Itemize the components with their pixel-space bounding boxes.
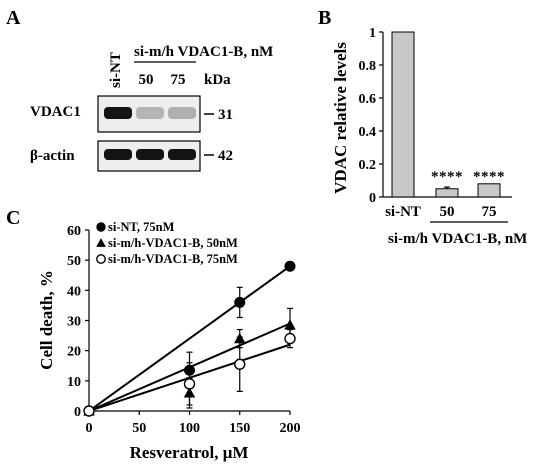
panel-c: C Cell death, % Resveratrol, μM 0 10 20 30 4… [6,207,301,462]
legend-marker-2 [96,254,106,264]
scatter-y-axis-title: Cell death, % [37,270,56,370]
panel-a: A si-NT si-m/h VDAC1-B, nM 50 75 kDa VDA… [6,7,273,172]
scatter-y-tick-label: 50 [67,254,81,269]
point-2-1 [183,378,196,390]
panel-b-letter: B [318,7,331,29]
legend-marker-1 [96,238,106,247]
blot-label-beta-actin: β-actin [30,148,75,164]
scatter-y-tick-label: 30 [67,315,81,330]
bar-category-label: 50 [440,204,455,220]
bar-group-label: si-m/h VDAC1-B, nM [388,231,527,247]
scatter-marks [83,260,296,417]
point-2-3 [284,332,296,345]
bar-y-tick-label: 0.6 [359,92,377,107]
fit-line-0 [88,265,291,412]
scatter-y-tick-label: 10 [67,375,81,390]
legend-label-1: si-m/h-VDAC1-B, 50nM [108,236,238,250]
group-header: si-m/h VDAC1-B, nM [134,44,273,60]
bar-y-tick-label: 0 [369,191,376,206]
bar-1 [435,188,459,198]
bar-2 [477,183,501,198]
scatter-x-tick-label: 50 [132,421,146,436]
panel-b: B VDAC relative levels 0 0.2 0.4 0.6 0.8 1 si-… [318,7,527,247]
point-2-0 [83,405,95,417]
bar-y-tick-label: 0.8 [359,59,377,74]
lane-label-75: 75 [171,72,186,88]
point-1-3 [284,319,296,330]
scatter-x-tick-label: 200 [280,421,301,436]
bands-beta-actin [104,149,196,160]
point-1-1 [183,387,196,398]
bands-vdac1 [104,107,196,119]
bar-category-label: si-NT [385,204,421,220]
bar-category-label: 75 [482,204,497,220]
panel-c-letter: C [6,207,20,229]
band-0-1 [136,107,164,119]
band-1-0 [104,149,132,160]
blot-label-vdac1: VDAC1 [30,104,81,120]
bar-marks [391,31,501,198]
point-0-3 [284,260,296,272]
point-2-2 [234,358,246,370]
point-0-1 [184,364,195,376]
band-1-2 [168,149,196,160]
band-0-0 [104,107,132,119]
scatter-x-tick-label: 150 [229,421,250,436]
point-0-2 [234,296,246,308]
scatter-y-tick-label: 40 [67,284,81,299]
legend-marker-0 [96,222,106,232]
bar-y-tick-label: 0.2 [359,158,377,173]
legend-label-0: si-NT, 75nM [108,220,175,234]
marker-31: 31 [218,107,233,123]
marker-42: 42 [218,148,233,164]
band-1-1 [136,149,164,160]
scatter-y-tick-label: 0 [74,405,81,420]
scatter-x-tick-label: 100 [179,421,200,436]
scatter-x-axis-title: Resveratrol, μM [130,443,249,462]
bar-y-tick-label: 1 [369,26,376,41]
legend-label-2: si-m/h-VDAC1-B, 75nM [108,252,238,266]
significance-50: **** [431,169,463,185]
scatter-y-tick-label: 20 [67,345,81,360]
scatter-x-tick-label: 0 [86,421,93,436]
bar-0 [391,31,415,198]
bar-y-tick-label: 0.4 [359,125,377,140]
scatter-y-tick-label: 60 [67,224,81,239]
panel-a-letter: A [6,7,21,29]
scatter-axes: 0 10 20 30 40 50 60 0 50 100 150 200 [67,224,301,436]
bar-y-axis-title: VDAC relative levels [331,42,350,194]
scatter-legend: si-NT, 75nM si-m/h-VDAC1-B, 50nM si-m/h-VD… [96,220,238,266]
point-1-2 [234,332,246,344]
lane-label-50: 50 [139,72,154,88]
band-0-2 [168,107,196,119]
significance-75: **** [473,169,505,185]
kda-label: kDa [204,72,231,88]
lane-header-si-nt: si-NT [108,52,124,88]
